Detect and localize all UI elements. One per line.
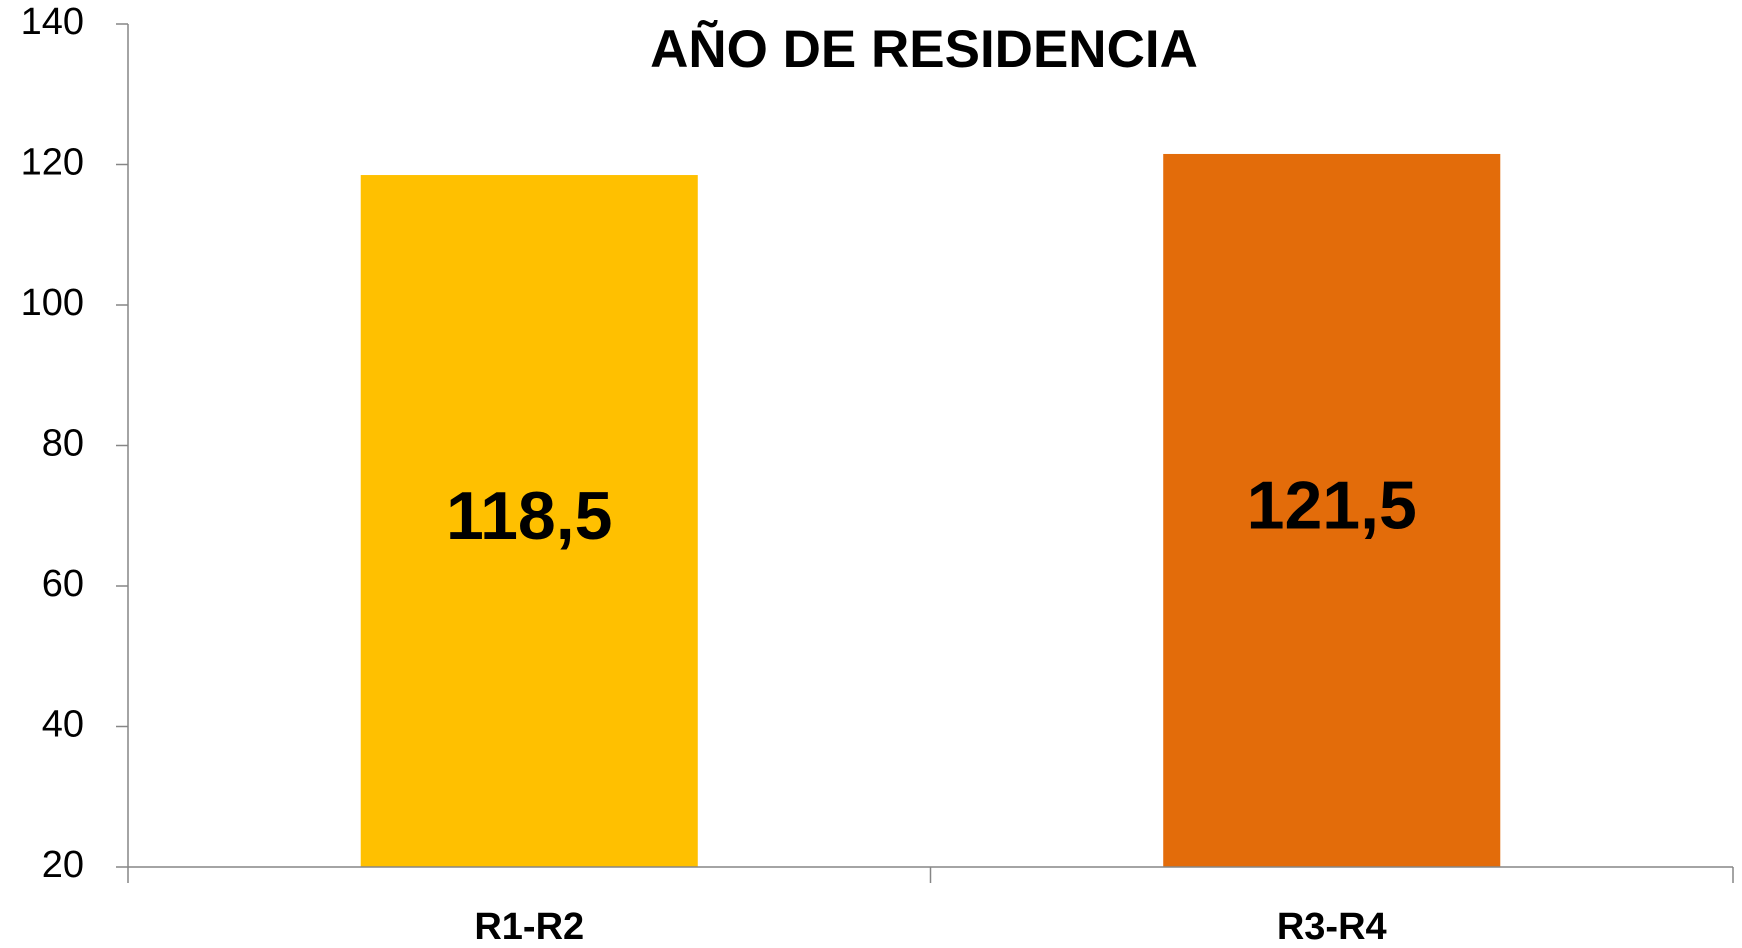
y-tick-label: 140	[21, 1, 84, 43]
data-label: 118,5	[446, 478, 612, 554]
y-tick-label: 80	[42, 423, 84, 465]
y-tick-label: 100	[21, 282, 84, 324]
x-tick-label: R3-R4	[1277, 906, 1387, 948]
data-label: 121,5	[1247, 467, 1417, 543]
y-tick-label: 60	[42, 563, 84, 605]
y-tick-label: 40	[42, 704, 84, 746]
x-tick-label: R1-R2	[474, 906, 584, 948]
bar	[360, 175, 698, 868]
bar	[1163, 153, 1501, 867]
chart-title: AÑO DE RESIDENCIA	[650, 19, 1198, 79]
y-tick-label: 20	[42, 844, 84, 886]
y-tick-label: 120	[21, 142, 84, 184]
